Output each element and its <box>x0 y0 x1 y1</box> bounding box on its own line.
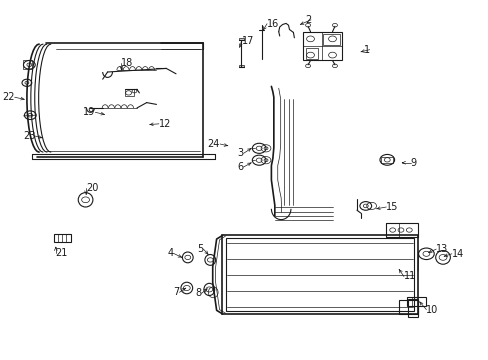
Bar <box>381 157 392 163</box>
Text: 10: 10 <box>426 305 438 315</box>
Bar <box>238 38 243 40</box>
Text: 2: 2 <box>304 15 310 25</box>
Bar <box>23 60 32 69</box>
Text: 5: 5 <box>197 244 203 254</box>
Text: 19: 19 <box>83 107 95 117</box>
Text: 24: 24 <box>207 139 220 149</box>
Text: 3: 3 <box>237 148 243 158</box>
Text: 21: 21 <box>56 248 68 258</box>
Text: 14: 14 <box>451 249 463 259</box>
Text: 18: 18 <box>121 58 133 68</box>
Text: 4: 4 <box>167 248 173 258</box>
Text: 16: 16 <box>266 19 279 29</box>
Bar <box>124 89 134 96</box>
Text: 22: 22 <box>2 92 15 102</box>
Text: 15: 15 <box>386 202 398 212</box>
Bar <box>386 223 417 237</box>
Text: 20: 20 <box>86 183 98 193</box>
Text: 12: 12 <box>159 119 171 129</box>
Text: 23: 23 <box>23 131 35 141</box>
Bar <box>407 299 417 317</box>
Bar <box>226 238 413 311</box>
Bar <box>238 65 243 67</box>
Bar <box>398 300 417 314</box>
Bar <box>222 235 417 314</box>
Bar <box>386 223 398 237</box>
Text: 7: 7 <box>173 287 179 297</box>
Text: 6: 6 <box>237 162 243 172</box>
Bar <box>54 234 71 242</box>
Text: 1: 1 <box>363 45 369 55</box>
Bar <box>406 297 426 306</box>
Bar <box>305 48 317 59</box>
Text: 8: 8 <box>195 288 201 298</box>
Text: 17: 17 <box>241 36 253 46</box>
Text: 11: 11 <box>403 271 415 282</box>
Text: 9: 9 <box>410 158 416 168</box>
Text: 13: 13 <box>435 244 447 254</box>
Bar <box>322 34 339 45</box>
Bar <box>303 32 342 60</box>
